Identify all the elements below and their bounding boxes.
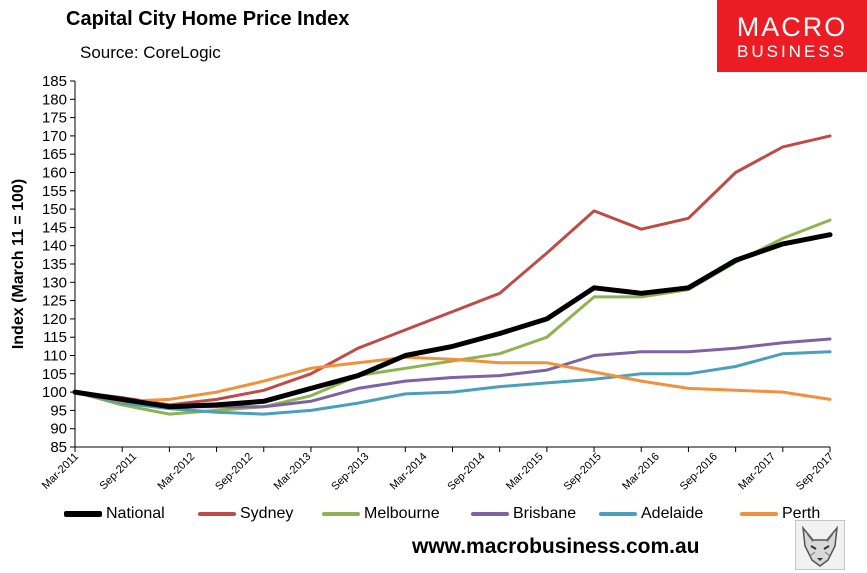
x-tick-label: Sep-2016 [678,451,720,493]
line-chart: 8590951001051101151201251301351401451501… [10,73,836,493]
legend-label: Brisbane [513,505,577,522]
legend-item-adelaide: Adelaide [599,504,703,524]
y-tick-label: 130 [42,274,67,291]
x-tick-label: Mar-2015 [504,451,546,493]
y-tick-label: 110 [43,348,67,365]
y-tick-label: 175 [42,110,67,127]
x-tick-label: Mar-2016 [620,451,662,493]
y-tick-label: 140 [42,238,67,255]
y-tick-label: 100 [42,384,67,401]
x-tick-label: Sep-2011 [98,451,140,493]
x-tick-label: Sep-2017 [794,451,836,493]
legend-label: Adelaide [641,505,704,522]
series-line-perth [73,355,832,403]
series-line-melbourne [73,218,832,416]
series-layer [72,134,833,416]
x-tick-label: Sep-2015 [562,451,604,493]
legend-label: Perth [782,505,821,522]
y-tick-label: 145 [42,219,67,236]
legend-item-national: National [64,504,165,524]
legend-label: Sydney [240,505,294,522]
y-tick-label: 120 [42,311,67,328]
legend-item-melbourne: Melbourne [322,504,440,524]
legend-item-brisbane: Brisbane [471,504,576,524]
footer-url: www.macrobusiness.com.au [412,535,700,558]
chart-subtitle: Source: CoreLogic [80,43,221,62]
legend-swatch-national [64,511,102,517]
y-tick-label: 185 [42,73,67,90]
x-tick-label: Mar-2013 [272,451,314,493]
x-tick-label: Sep-2013 [329,451,371,493]
legend-swatch-sydney [198,512,236,516]
y-tick-label: 85 [50,439,67,456]
y-tick-label: 180 [42,91,67,108]
x-tick-label: Sep-2014 [445,451,487,493]
legend-label: National [106,505,165,522]
y-tick-label: 160 [42,165,67,182]
series-line-national [72,232,833,410]
x-tick-label: Mar-2017 [736,451,778,493]
legend-swatch-perth [740,512,778,516]
brand-name: MACRO [736,12,848,42]
y-tick-label: 95 [50,402,67,419]
x-tick-label: Mar-2012 [156,451,198,493]
x-tick-label: Mar-2014 [388,451,430,493]
fox-icon [795,520,845,570]
brand-logo: MACRO BUSINESS [717,0,867,72]
chart-title: Capital City Home Price Index [66,8,350,30]
y-tick-label: 90 [50,421,67,438]
y-tick-label: 115 [43,329,67,346]
x-tick-label: Sep-2012 [213,451,255,493]
legend-item-perth: Perth [740,504,820,524]
series-line-sydney [73,134,832,407]
legend-label: Melbourne [364,505,440,522]
brand-sub: BUSINESS [737,42,847,61]
legend-swatch-brisbane [471,512,509,516]
y-tick-label: 125 [42,293,67,310]
y-tick-label: 155 [42,183,67,200]
legend-item-sydney: Sydney [198,504,293,524]
legend-swatch-adelaide [599,512,637,516]
y-tick-label: 165 [42,146,67,163]
series-line-adelaide [73,350,832,416]
chart-axes: 8590951001051101151201251301351401451501… [10,73,836,493]
y-axis-title: Index (March 11 = 100) [10,179,27,349]
y-tick-label: 170 [42,128,67,145]
y-tick-label: 135 [42,256,67,273]
y-tick-label: 150 [42,201,67,218]
y-tick-label: 105 [42,366,67,383]
x-tick-label: Mar-2011 [40,451,81,492]
legend-swatch-melbourne [322,512,360,516]
